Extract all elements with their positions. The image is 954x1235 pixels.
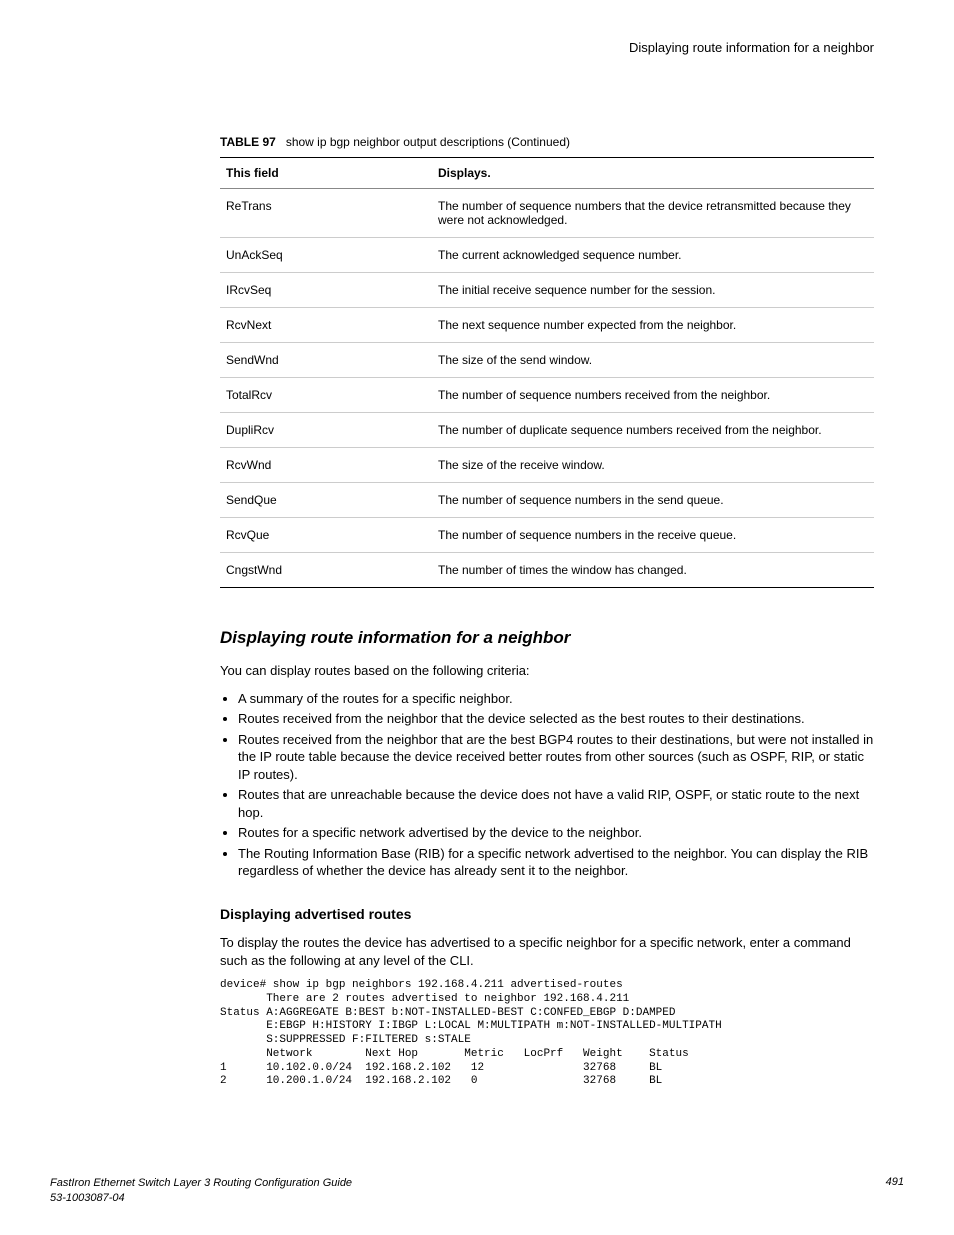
page-footer: FastIron Ethernet Switch Layer 3 Routing… <box>50 1176 904 1205</box>
table-cell-desc: The number of sequence numbers in the se… <box>432 483 874 518</box>
table-cell-desc: The size of the send window. <box>432 343 874 378</box>
table-cell-field: SendWnd <box>220 343 432 378</box>
section-title: Displaying route information for a neigh… <box>220 628 874 648</box>
section-intro: You can display routes based on the foll… <box>220 662 874 680</box>
table-label: TABLE 97 <box>220 135 276 149</box>
criteria-list: A summary of the routes for a specific n… <box>220 690 874 880</box>
table-cell-field: CngstWnd <box>220 553 432 588</box>
table-row: RcvQueThe number of sequence numbers in … <box>220 518 874 553</box>
table-cell-field: RcvQue <box>220 518 432 553</box>
table-cell-desc: The size of the receive window. <box>432 448 874 483</box>
footer-guide: FastIron Ethernet Switch Layer 3 Routing… <box>50 1176 352 1190</box>
table-cell-desc: The number of times the window has chang… <box>432 553 874 588</box>
table-row: TotalRcvThe number of sequence numbers r… <box>220 378 874 413</box>
table-cell-field: ReTrans <box>220 189 432 238</box>
table-cell-field: UnAckSeq <box>220 238 432 273</box>
table-cell-desc: The current acknowledged sequence number… <box>432 238 874 273</box>
table-cell-field: TotalRcv <box>220 378 432 413</box>
footer-docnum: 53-1003087-04 <box>50 1191 352 1205</box>
list-item: Routes that are unreachable because the … <box>238 786 874 821</box>
table-row: ReTransThe number of sequence numbers th… <box>220 189 874 238</box>
table-head-field: This field <box>220 158 432 189</box>
table-row: RcvWndThe size of the receive window. <box>220 448 874 483</box>
table-caption: TABLE 97 show ip bgp neighbor output des… <box>220 135 874 149</box>
table-cell-desc: The next sequence number expected from t… <box>432 308 874 343</box>
list-item: A summary of the routes for a specific n… <box>238 690 874 708</box>
table-cell-field: RcvWnd <box>220 448 432 483</box>
list-item: Routes received from the neighbor that a… <box>238 731 874 784</box>
table-cell-field: DupliRcv <box>220 413 432 448</box>
list-item: Routes for a specific network advertised… <box>238 824 874 842</box>
table-row: UnAckSeqThe current acknowledged sequenc… <box>220 238 874 273</box>
table-cell-desc: The number of sequence numbers received … <box>432 378 874 413</box>
subsection-body: To display the routes the device has adv… <box>220 934 874 969</box>
table-row: SendWndThe size of the send window. <box>220 343 874 378</box>
table-cell-desc: The initial receive sequence number for … <box>432 273 874 308</box>
table-head-displays: Displays. <box>432 158 874 189</box>
table-cell-field: IRcvSeq <box>220 273 432 308</box>
table-cell-field: RcvNext <box>220 308 432 343</box>
table-row: IRcvSeqThe initial receive sequence numb… <box>220 273 874 308</box>
list-item: The Routing Information Base (RIB) for a… <box>238 845 874 880</box>
footer-page-number: 491 <box>886 1176 904 1205</box>
table-cell-field: SendQue <box>220 483 432 518</box>
table-cell-desc: The number of sequence numbers in the re… <box>432 518 874 553</box>
subsection-title: Displaying advertised routes <box>220 906 874 922</box>
table-caption-text: show ip bgp neighbor output descriptions… <box>286 135 570 149</box>
table-row: SendQueThe number of sequence numbers in… <box>220 483 874 518</box>
table-row: RcvNextThe next sequence number expected… <box>220 308 874 343</box>
table-cell-desc: The number of sequence numbers that the … <box>432 189 874 238</box>
cli-output: device# show ip bgp neighbors 192.168.4.… <box>220 979 874 1089</box>
table-row: DupliRcvThe number of duplicate sequence… <box>220 413 874 448</box>
table-row: CngstWndThe number of times the window h… <box>220 553 874 588</box>
table-cell-desc: The number of duplicate sequence numbers… <box>432 413 874 448</box>
page-header-right: Displaying route information for a neigh… <box>50 40 904 55</box>
descriptions-table: This field Displays. ReTransThe number o… <box>220 157 874 588</box>
list-item: Routes received from the neighbor that t… <box>238 710 874 728</box>
